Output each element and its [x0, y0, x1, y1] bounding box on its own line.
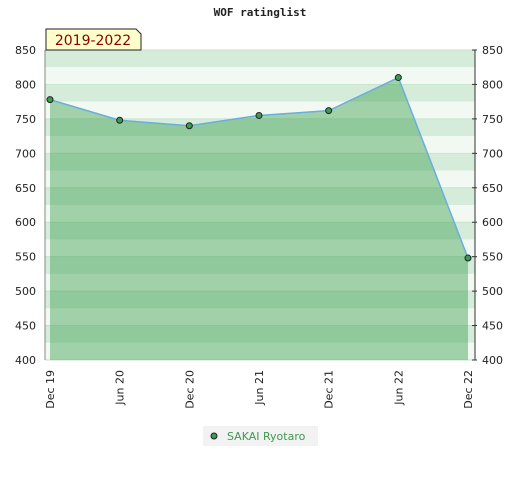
stripe — [45, 325, 475, 343]
point — [185, 122, 193, 130]
y2-tick-label: 450 — [482, 320, 503, 333]
x-tick-label: Dec 22 — [462, 370, 475, 409]
y-tick-label: 700 — [15, 147, 36, 160]
area-fill — [50, 77, 468, 361]
stripe — [45, 239, 475, 257]
legend-label: SAKAI Ryotaro — [227, 430, 306, 443]
chart-title: WOF ratinglist — [214, 6, 307, 19]
y2-tick-label: 700 — [482, 147, 503, 160]
x-tick-label: Dec 20 — [183, 370, 196, 409]
legend-box — [203, 426, 318, 446]
y-tick-label: 750 — [15, 113, 36, 126]
stripe — [45, 101, 475, 119]
stripe — [45, 256, 475, 274]
x-tick-label: Jun 21 — [253, 370, 266, 406]
y2-tick-label: 600 — [482, 216, 503, 229]
y-tick-label: 400 — [15, 354, 36, 367]
x-tick-label: Jun 20 — [114, 370, 127, 406]
y2-tick-label: 850 — [482, 44, 503, 57]
stripe — [45, 291, 475, 309]
stripe — [45, 50, 475, 68]
y-tick-label: 850 — [15, 44, 36, 57]
y2-tick-label: 550 — [482, 251, 503, 264]
x-tick-label: Dec 21 — [323, 370, 336, 409]
y2-tick-label: 750 — [482, 113, 503, 126]
stripe — [45, 205, 475, 223]
stripe — [45, 84, 475, 102]
stripe — [45, 136, 475, 154]
point — [464, 254, 472, 262]
point — [46, 96, 54, 104]
legend-marker — [210, 432, 218, 440]
stripe — [45, 222, 475, 240]
y-tick-label: 500 — [15, 285, 36, 298]
stripe — [45, 170, 475, 188]
y-tick-label: 450 — [15, 320, 36, 333]
stripe — [45, 187, 475, 205]
x-tick-label: Jun 22 — [392, 370, 405, 406]
y2-tick-label: 650 — [482, 182, 503, 195]
y-tick-label: 550 — [15, 251, 36, 264]
point — [116, 116, 124, 124]
point — [325, 107, 333, 115]
stripe — [45, 308, 475, 326]
point — [255, 111, 263, 119]
stripe — [45, 153, 475, 171]
point — [394, 74, 402, 82]
annotation: 2019-2022 — [55, 33, 131, 49]
y2-tick-label: 800 — [482, 78, 503, 91]
y-tick-label: 800 — [15, 78, 36, 91]
stripe — [45, 342, 475, 360]
stripe — [45, 67, 475, 85]
annotation-box — [45, 28, 142, 51]
y2-tick-label: 400 — [482, 354, 503, 367]
y2-tick-label: 500 — [482, 285, 503, 298]
x-tick-label: Dec 19 — [44, 370, 57, 409]
y-tick-label: 650 — [15, 182, 36, 195]
y-tick-label: 600 — [15, 216, 36, 229]
stripe — [45, 273, 475, 292]
